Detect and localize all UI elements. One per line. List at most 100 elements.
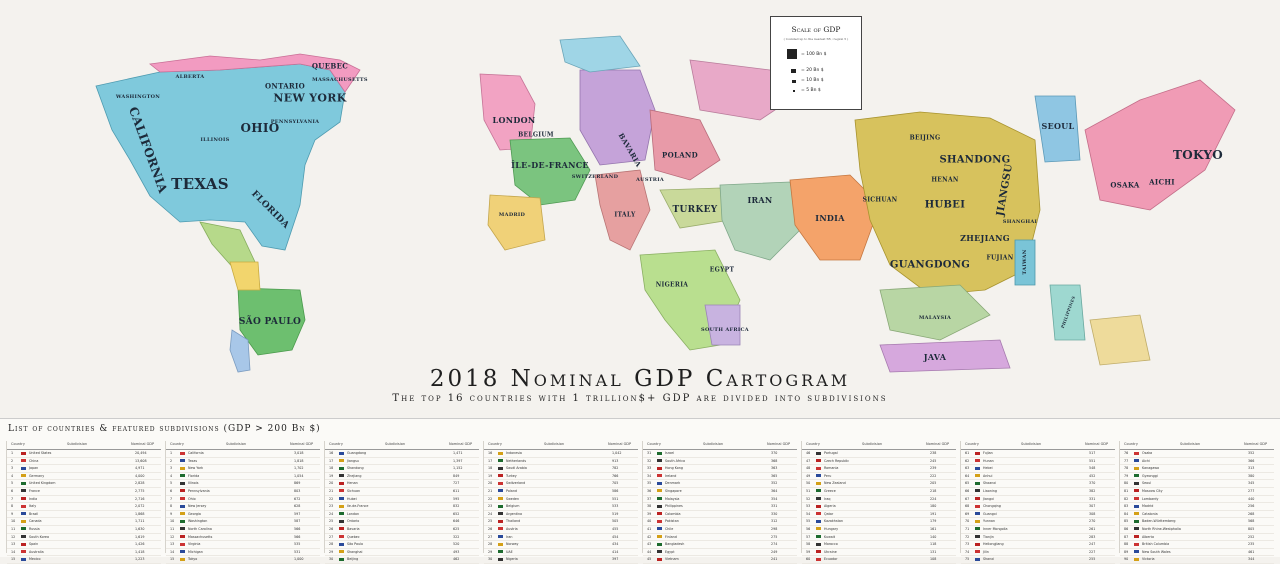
- flag-icon: [816, 474, 821, 478]
- table-row: 71 Inner Mongolia 261: [961, 526, 1115, 534]
- table-rank: 55: [806, 519, 811, 524]
- table-row: 16 Indonesia 1,042: [484, 450, 638, 458]
- table-name: Liaoning: [983, 488, 997, 493]
- table-gdp: 283: [1089, 534, 1096, 539]
- table-row: 74 Jilin 227: [961, 549, 1115, 557]
- table-gdp: 235: [1248, 542, 1255, 547]
- table-gdp: 452: [1089, 473, 1096, 478]
- table-row: 4 Florida 1,054: [166, 473, 320, 481]
- table-panel: Country Subdivision Nominal GDP 1 California…: [165, 441, 320, 564]
- table-row: 30 Beijing 462: [325, 556, 479, 564]
- table-row: 61 Fujian 517: [961, 450, 1115, 458]
- table-row: 22 Hubei 595: [325, 496, 479, 504]
- flag-icon: [816, 542, 821, 546]
- table-rank: 17: [488, 458, 493, 463]
- flag-icon: [975, 519, 980, 523]
- table-header-cell: Country: [1124, 442, 1138, 446]
- table-gdp: 913: [612, 458, 619, 463]
- table-name: Anhui: [983, 473, 993, 478]
- table-gdp: 625: [453, 526, 460, 531]
- table-gdp: 364: [771, 488, 778, 493]
- region-label-switzerland: Switzerland: [571, 174, 619, 180]
- table-row: 34 Ireland 365: [643, 473, 797, 481]
- colombia-landmass: [229, 261, 261, 291]
- table-name: Jiangxi: [983, 496, 994, 501]
- table-row: 66 Liaoning 382: [961, 488, 1115, 496]
- table-gdp: 2,775: [135, 488, 145, 493]
- table-rank: 12: [170, 534, 175, 539]
- table-row: 27 Quebec 322: [325, 534, 479, 542]
- canada-landmass: [149, 53, 361, 93]
- flag-icon: [1134, 489, 1139, 493]
- table-row: 54 Qatar 191: [802, 511, 956, 519]
- flag-icon: [657, 504, 662, 508]
- region-label-malaysia: Malaysia: [918, 315, 952, 321]
- table-gdp: 519: [612, 511, 619, 516]
- table-row: 23 Belgium 533: [484, 503, 638, 511]
- table-row: 42 Finland 275: [643, 534, 797, 542]
- legend-item-5: = 5 Bn $: [801, 88, 821, 93]
- flag-icon: [339, 535, 344, 539]
- argentina-landmass: [229, 329, 251, 373]
- flag-icon: [657, 451, 662, 455]
- table-name: Baden-Württemberg: [1142, 519, 1176, 524]
- table-gdp: 1,418: [135, 549, 145, 554]
- table-rank: 16: [329, 451, 334, 455]
- flag-icon: [21, 451, 26, 455]
- page-subtitle: The top 16 countries with 1 trillion$+ G…: [392, 393, 888, 404]
- table-rank: 51: [806, 488, 811, 493]
- table-rank: 35: [647, 481, 652, 486]
- table-rank: 3: [11, 466, 14, 471]
- russia-landmass: [689, 59, 791, 121]
- flag-icon: [816, 489, 821, 493]
- table-rank: 19: [329, 473, 334, 478]
- table-row: 22 Sweden 551: [484, 496, 638, 504]
- table-row: 17 Netherlands 913: [484, 458, 638, 466]
- flag-icon: [180, 504, 185, 508]
- table-name: Czech Republic: [824, 458, 850, 463]
- table-name: Switzerland: [506, 481, 526, 486]
- table-header-cell: Subdivision: [862, 442, 883, 446]
- table-row: 83 Madrid 256: [1120, 503, 1274, 511]
- table-gdp: 252: [1248, 534, 1255, 539]
- flag-icon: [816, 481, 821, 485]
- table-row: 12 Massachusetts 566: [166, 534, 320, 542]
- table-name: North Rhine-Westphalia: [1142, 526, 1181, 531]
- table-name: Illinois: [188, 481, 199, 486]
- table-name: Canada: [29, 519, 42, 524]
- table-name: Australia: [29, 549, 44, 554]
- table-gdp: 652: [453, 511, 460, 516]
- region-label-ile-de-france: Île-de-France: [511, 160, 589, 170]
- table-rank: 79: [1124, 473, 1129, 478]
- table-row: 1 California 3,018: [166, 450, 320, 458]
- region-label-austria: Austria: [635, 177, 665, 183]
- flag-icon: [1134, 504, 1139, 508]
- table-rank: 62: [965, 458, 970, 463]
- region-label-sichuan: Sichuan: [862, 196, 898, 204]
- table-row: 21 Poland 586: [484, 488, 638, 496]
- table-rank: 49: [806, 473, 811, 478]
- table-row: 60 Ecuador 108: [802, 556, 956, 564]
- spain-landmass: [487, 194, 546, 251]
- table-row: 56 Hungary 161: [802, 526, 956, 534]
- flag-icon: [180, 497, 185, 501]
- table-header: Country Subdivision Nominal GDP: [802, 441, 956, 450]
- table-name: Netherlands: [506, 458, 527, 463]
- table-gdp: 869: [294, 481, 301, 486]
- table-name: Algeria: [824, 504, 836, 509]
- table-gdp: 520: [453, 542, 460, 547]
- table-header-cell: Nominal GDP: [608, 442, 632, 446]
- table-header: Country Subdivision Nominal GDP: [7, 441, 161, 450]
- region-label-madrid: Madrid: [498, 212, 526, 218]
- table-name: United Kingdom: [29, 481, 56, 486]
- table-row: 39 Colombia 330: [643, 511, 797, 519]
- table-name: Iraq: [824, 496, 831, 501]
- table-rank: 53: [806, 504, 811, 509]
- table-name: Hong Kong: [665, 466, 683, 471]
- table-gdp: 832: [453, 504, 460, 509]
- table-name: Kazakhstan: [824, 519, 843, 524]
- table-name: Singapore: [665, 488, 682, 493]
- table-rank: 73: [965, 542, 970, 547]
- flag-icon: [1134, 466, 1139, 470]
- table-name: Heilongjiang: [983, 542, 1004, 547]
